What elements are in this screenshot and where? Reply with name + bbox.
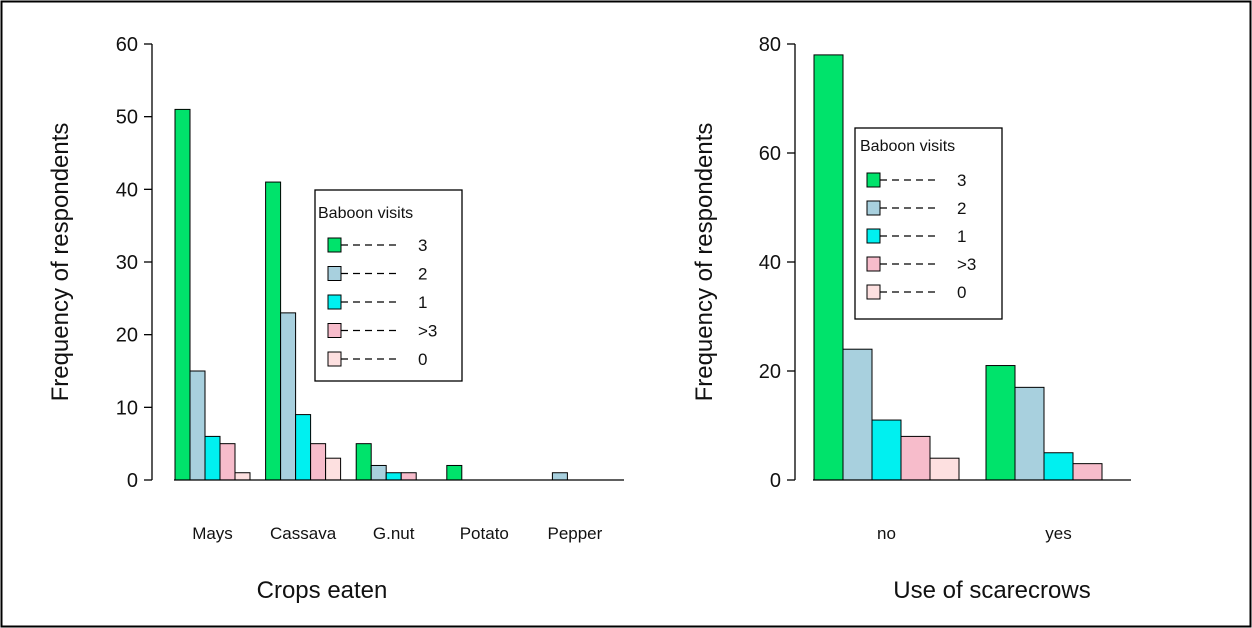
legend-label: 2 [418,265,427,284]
category-label: Pepper [547,524,602,543]
category-labels: Mays Cassava G.nut Potato Pepper [192,524,602,543]
legend: Baboon visits 3 2 1 >3 0 [314,189,463,382]
legend-label: 3 [418,236,427,255]
y-tick-label: 80 [759,34,781,56]
bar [325,457,342,481]
legend-swatch [866,284,881,300]
legend-swatch [327,323,342,338]
legend-label: 1 [957,227,966,246]
bar [400,472,417,481]
y-axis-title: Frequency of respondents [47,123,74,402]
bar [551,472,568,481]
legend-label: >3 [957,255,976,274]
category-label: G.nut [373,524,415,543]
legend-label: >3 [418,322,437,341]
y-tick-label: 40 [116,179,138,201]
bar [174,108,191,481]
bar [355,443,372,481]
legend-items: 3 2 1 >3 0 [327,236,437,369]
legend-swatch [866,200,881,216]
legend-label: 1 [418,293,427,312]
y-axis-title: Frequency of respondents [691,123,718,402]
category-label: Potato [460,524,509,543]
legend-label: 0 [418,350,427,369]
bars [174,108,568,481]
y-tick-label: 20 [116,325,138,347]
y-tick-label: 10 [116,397,138,419]
legend-swatch [327,237,342,253]
y-axis: 0 20 40 60 80 [759,34,796,492]
legend-label: 2 [957,199,966,218]
legend-items: 3 2 1 >3 0 [866,171,976,302]
bar [1014,386,1045,481]
bar [871,419,902,481]
category-label: Cassava [270,524,337,543]
bar [1072,463,1103,481]
y-tick-label: 40 [759,252,781,274]
legend-swatch [866,256,881,272]
bar [985,365,1016,481]
bar [446,464,463,481]
y-tick-label: 20 [759,361,781,383]
bar [929,457,960,481]
legend-title: Baboon visits [860,138,955,155]
legend-swatch [327,266,342,281]
legend-swatch [866,228,881,244]
legend: Baboon visits 3 2 1 >3 0 [854,127,1003,320]
bar [219,443,236,481]
legend-swatch [327,351,342,367]
legend-swatch [866,172,881,188]
bar [1043,452,1074,481]
bar [265,181,282,481]
legend-label: 0 [957,283,966,302]
category-label: Mays [192,524,233,543]
bar [189,370,206,481]
bar [900,435,931,481]
bar [385,472,402,481]
y-tick-label: 60 [759,143,781,165]
y-tick-label: 0 [770,470,781,492]
bar [234,472,251,481]
bar [295,414,312,481]
category-labels: no yes [877,524,1072,543]
legend-label: 3 [957,171,966,190]
bar [204,435,221,481]
bar [280,312,297,481]
bar [370,464,387,481]
legend-swatch [327,294,342,310]
y-tick-label: 0 [127,470,138,492]
y-tick-label: 30 [116,252,138,274]
x-axis-title: Crops eaten [257,577,388,604]
y-tick-label: 50 [116,107,138,129]
legend-box [314,189,463,382]
category-label: no [877,524,896,543]
bar [310,443,327,481]
bars [813,54,1103,481]
category-label: yes [1045,524,1071,543]
x-axis-title: Use of scarecrows [893,577,1090,604]
bar [842,348,873,481]
legend-title: Baboon visits [318,205,413,222]
y-tick-label: 60 [116,34,138,56]
bar [813,54,844,481]
y-axis: 0 10 20 30 40 50 60 [116,34,153,492]
